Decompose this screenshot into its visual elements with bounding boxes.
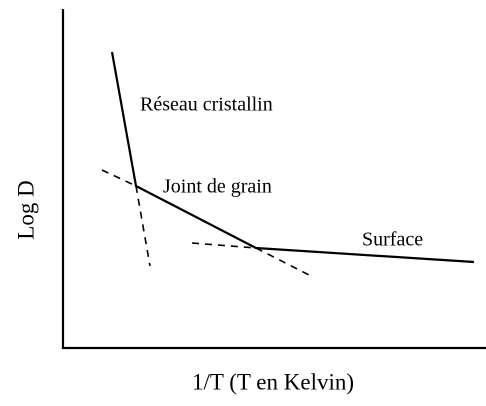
extension-line (255, 247, 314, 278)
x-axis-label: 1/T (T en Kelvin) (192, 369, 354, 394)
extension-line (135, 185, 151, 267)
extension-line (101, 169, 137, 187)
grain-boundary-label: Joint de grain (163, 176, 272, 198)
lattice-label: Réseau cristallin (140, 94, 273, 116)
diffusion-curve (110, 51, 475, 264)
surface-label: Surface (362, 229, 423, 251)
extension-line (191, 242, 257, 249)
y-axis-label: Log D (13, 180, 38, 239)
